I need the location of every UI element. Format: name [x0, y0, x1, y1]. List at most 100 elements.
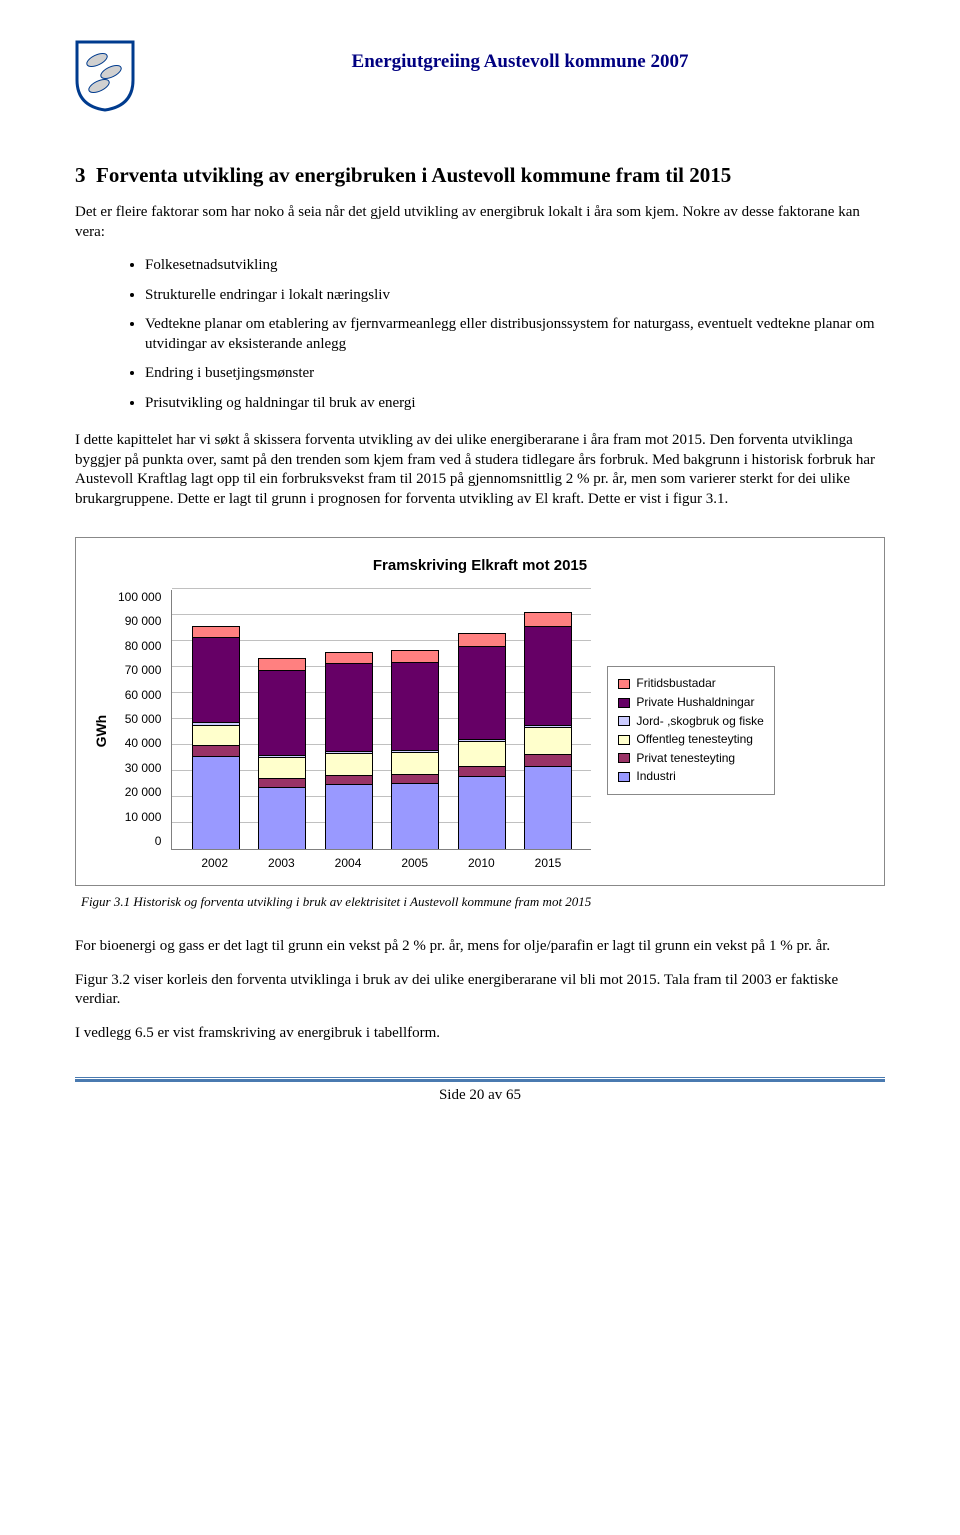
legend-label: Industri: [636, 769, 675, 785]
body-paragraph: I dette kapittelet har vi søkt å skisser…: [75, 431, 885, 509]
legend-item: Offentleg tenesteyting: [618, 732, 763, 748]
x-tick: 2003: [268, 856, 295, 872]
x-tick: 2010: [468, 856, 495, 872]
y-tick: 70 000: [125, 663, 162, 679]
bar-segment-fritidsbustadar: [326, 653, 372, 663]
plot-wrap: 2002 2003 2004 2005 2010 2015: [171, 590, 591, 872]
bar-segment-offentleg_tenesteyting: [392, 752, 438, 774]
bar-segment-privat_tenesteyting: [193, 745, 239, 755]
x-axis-ticks: 2002 2003 2004 2005 2010 2015: [171, 850, 591, 872]
after-chart-p1: For bioenergi og gass er det lagt til gr…: [75, 937, 885, 957]
legend-item: Privat tenesteyting: [618, 751, 763, 767]
bar-segment-private_hushaldningar: [193, 637, 239, 722]
chart-plot: [171, 590, 591, 850]
stacked-bar: [524, 612, 572, 849]
grid-line: [172, 588, 591, 589]
stacked-bar: [192, 626, 240, 849]
bar-segment-privat_tenesteyting: [525, 754, 571, 766]
factor-list: Folkesetnadsutvikling Strukturelle endri…: [75, 256, 885, 413]
x-tick: 2005: [401, 856, 428, 872]
bar-segment-offentleg_tenesteyting: [259, 757, 305, 778]
x-tick: 2004: [335, 856, 362, 872]
municipal-shield-icon: [75, 40, 135, 112]
legend-label: Jord- ,skogbruk og fiske: [636, 714, 763, 730]
legend-item: Jord- ,skogbruk og fiske: [618, 714, 763, 730]
y-tick: 0: [155, 834, 162, 850]
legend-swatch: [618, 679, 630, 689]
section-heading: 3 Forventa utvikling av energibruken i A…: [75, 162, 885, 189]
bar-segment-privat_tenesteyting: [392, 774, 438, 783]
bar-segment-fritidsbustadar: [259, 659, 305, 669]
page-footer: Side 20 av 65: [75, 1079, 885, 1106]
legend-swatch: [618, 698, 630, 708]
y-tick: 100 000: [118, 590, 161, 606]
y-tick: 60 000: [125, 688, 162, 704]
chart-legend: Fritidsbustadar Private Hushaldningar Jord…: [607, 666, 774, 795]
bar-segment-fritidsbustadar: [459, 634, 505, 646]
bar-segment-privat_tenesteyting: [259, 778, 305, 787]
bar-segment-industri: [326, 784, 372, 849]
bar-segment-offentleg_tenesteyting: [525, 727, 571, 754]
legend-swatch: [618, 716, 630, 726]
bar-segment-offentleg_tenesteyting: [193, 725, 239, 746]
stacked-bar: [391, 650, 439, 848]
chart-area: GWh 100 00090 00080 00070 00060 00050 00…: [90, 590, 870, 872]
list-item: Prisutvikling og haldningar til bruk av …: [145, 394, 885, 414]
bar-segment-fritidsbustadar: [392, 651, 438, 661]
section-title-text: Forventa utvikling av energibruken i Aus…: [96, 163, 731, 187]
page-header: Energiutgreiing Austevoll kommune 2007: [75, 40, 885, 112]
y-axis-ticks: 100 00090 00080 00070 00060 00050 00040 …: [118, 590, 165, 850]
list-item: Folkesetnadsutvikling: [145, 256, 885, 276]
after-chart-p3: I vedlegg 6.5 er vist framskriving av en…: [75, 1024, 885, 1044]
figure-caption: Figur 3.1 Historisk og forventa utviklin…: [81, 894, 885, 911]
legend-swatch: [618, 772, 630, 782]
stacked-bar: [325, 652, 373, 849]
legend-label: Offentleg tenesteyting: [636, 732, 753, 748]
list-item: Endring i busetjingsmønster: [145, 364, 885, 384]
x-tick: 2015: [535, 856, 562, 872]
bar-segment-private_hushaldningar: [392, 662, 438, 750]
legend-item: Private Hushaldningar: [618, 695, 763, 711]
list-item: Vedtekne planar om etablering av fjernva…: [145, 315, 885, 354]
y-tick: 10 000: [125, 810, 162, 826]
bar-segment-private_hushaldningar: [326, 663, 372, 751]
bar-segment-offentleg_tenesteyting: [459, 741, 505, 766]
legend-item: Industri: [618, 769, 763, 785]
bar-segment-offentleg_tenesteyting: [326, 753, 372, 775]
bar-segment-industri: [259, 787, 305, 849]
stacked-bar: [458, 633, 506, 849]
legend-swatch: [618, 753, 630, 763]
stacked-bar: [258, 658, 306, 849]
y-axis-label-text: GWh: [92, 714, 110, 747]
bar-segment-industri: [459, 776, 505, 848]
legend-label: Fritidsbustadar: [636, 676, 715, 692]
after-chart-p2: Figur 3.2 viser korleis den forventa utv…: [75, 971, 885, 1010]
y-tick: 50 000: [125, 712, 162, 728]
x-tick: 2002: [201, 856, 228, 872]
chart-title: Framskriving Elkraft mot 2015: [90, 556, 870, 576]
bar-segment-private_hushaldningar: [459, 646, 505, 739]
page-number: Side 20 av 65: [439, 1087, 521, 1103]
bars-row: [172, 590, 591, 849]
intro-paragraph: Det er fleire faktorar som har noko å se…: [75, 203, 885, 242]
chart-container: Framskriving Elkraft mot 2015 GWh 100 00…: [75, 537, 885, 886]
bar-segment-industri: [392, 783, 438, 849]
bar-segment-privat_tenesteyting: [326, 775, 372, 784]
y-tick: 30 000: [125, 761, 162, 777]
list-item: Strukturelle endringar i lokalt næringsl…: [145, 286, 885, 306]
legend-label: Privat tenesteyting: [636, 751, 735, 767]
legend-label: Private Hushaldningar: [636, 695, 754, 711]
y-tick: 40 000: [125, 736, 162, 752]
section-number: 3: [75, 163, 86, 187]
y-tick: 90 000: [125, 614, 162, 630]
header-title: Energiutgreiing Austevoll kommune 2007: [155, 40, 885, 75]
y-axis-label: GWh: [90, 590, 112, 872]
bar-segment-privat_tenesteyting: [459, 766, 505, 776]
bar-segment-industri: [525, 766, 571, 849]
bar-segment-fritidsbustadar: [193, 627, 239, 637]
legend-swatch: [618, 735, 630, 745]
y-tick: 20 000: [125, 785, 162, 801]
legend-item: Fritidsbustadar: [618, 676, 763, 692]
bar-segment-private_hushaldningar: [525, 626, 571, 724]
bar-segment-industri: [193, 756, 239, 849]
